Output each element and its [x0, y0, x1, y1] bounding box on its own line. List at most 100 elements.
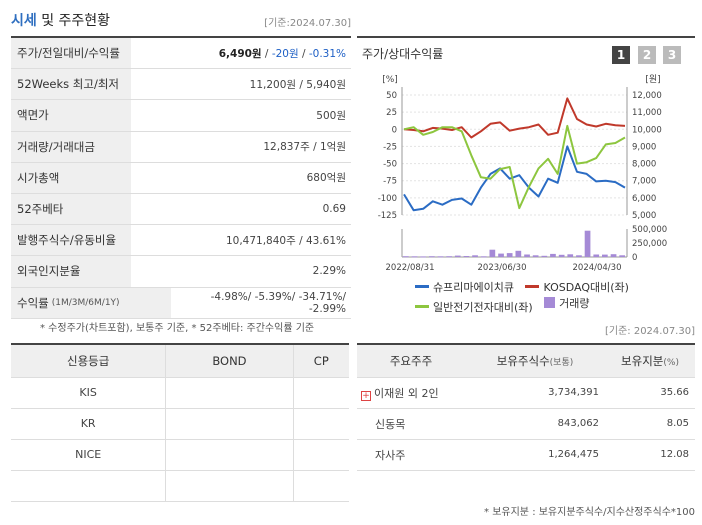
chart-page-3-button[interactable]: 3 [663, 46, 681, 64]
price-summary-table: 주가/전일대비/수익률 6,490원 / -20원 / -0.31% 52Wee… [11, 36, 351, 319]
right-axis-unit: [원] [645, 74, 660, 85]
row-value: 11,200원 / 5,940원 [249, 78, 346, 91]
table-row [11, 470, 349, 502]
series-line-0 [403, 145, 626, 212]
row-label: 주가/전일대비/수익률 [11, 38, 131, 69]
table-row: 자사주 1,264,475 12.08 [357, 439, 695, 471]
row-value: 500원 [316, 109, 346, 122]
volume-bar [454, 255, 461, 257]
pct-cell: 12.08 [605, 439, 695, 471]
x-tick-label: 2022/08/31 [386, 263, 435, 273]
volume-bar [463, 256, 470, 257]
row-value: 10,471,840주 / 43.61% [225, 234, 346, 247]
chart-panel: 주가/상대수익률 1 2 3 [%] [원] 50 12,000 25 11,000 0 10… [357, 36, 695, 314]
volume-bar [593, 254, 600, 257]
row-value: 12,837주 / 1억원 [263, 141, 346, 154]
volume-bar [403, 256, 409, 258]
section-header: 시세 및 주주현황 [기준:2024.07.30] [11, 8, 351, 34]
reference-date: [기준:2024.07.30] [264, 18, 351, 29]
price-row: 발행주식수/유동비율 10,471,840주 / 43.61% [11, 225, 351, 257]
volume-bar [489, 249, 496, 257]
holders-footnote: * 보유지분 : 보유지분주식수/지수산정주식수*100 [484, 507, 695, 518]
price-row: 액면가 500원 [11, 100, 351, 132]
shares-cell: 1,264,475 [465, 439, 605, 471]
shareholder-name: 신동목 [357, 408, 465, 440]
left-tick-label: 25 [386, 108, 397, 118]
major-shareholders-table: 주요주주 보유주식수(보통) 보유지분(%) + 이재원 외 2인 3,734,3… [357, 343, 695, 471]
volume-bar [411, 256, 418, 258]
table-row: + 이재원 외 2인 3,734,391 35.66 [357, 377, 695, 409]
chart-legend: 슈프리마에이치큐 KOSDAQ대비(좌) 일반전기전자대비(좌) 거래량 [415, 278, 695, 315]
right-tick-label: 6,000 [632, 194, 656, 204]
price-row: 거래량/거래대금 12,837주 / 1억원 [11, 131, 351, 163]
volume-bar [619, 255, 625, 257]
chart-page-1-button[interactable]: 1 [612, 46, 630, 64]
series-line-1 [403, 97, 626, 139]
volume-bar [567, 254, 574, 257]
left-tick-label: 50 [386, 91, 397, 101]
volume-bar [429, 256, 435, 258]
price-row: 시가총액 680억원 [11, 162, 351, 194]
left-tick-label: -75 [383, 177, 397, 187]
volume-bar [584, 230, 591, 257]
volume-bar [576, 255, 582, 257]
column-header: 신용등급 [11, 344, 166, 378]
volume-bar [558, 254, 565, 257]
volume-bar [610, 254, 617, 257]
price-footnote: * 수정주가(차트포함), 보통주 기준, * 52주베타: 주간수익률 기준 [40, 323, 315, 334]
row-label: 시가총액 [11, 162, 131, 193]
volume-bar [437, 256, 444, 258]
row-value: 6,490원 / -20원 / -0.31% [218, 47, 346, 60]
title-rest: 및 주주현황 [36, 13, 111, 29]
right-tick-label: 8,000 [632, 160, 656, 170]
x-tick-label: 2024/04/30 [573, 263, 622, 273]
table-row: 신동목 843,062 8.05 [357, 408, 695, 440]
volume-bar [550, 253, 556, 257]
column-header: CP [292, 344, 349, 378]
shareholder-name: 자사주 [357, 439, 465, 471]
shareholder-name[interactable]: + 이재원 외 2인 [357, 377, 465, 409]
table-row: KR [11, 408, 349, 440]
row-label: 외국인지분율 [11, 256, 131, 287]
volume-bar [532, 255, 539, 257]
row-label: 52주베타 [11, 193, 131, 225]
title-accent: 시세 [11, 13, 37, 29]
volume-tick-label: 0 [632, 253, 637, 263]
price-row: 52주베타 0.69 [11, 193, 351, 226]
volume-bar [480, 256, 487, 258]
right-tick-label: 7,000 [632, 177, 656, 187]
credit-rating-table: 신용등급 BOND CP KIS KR NICE [11, 343, 349, 502]
price-row: 외국인지분율 2.29% [11, 256, 351, 288]
table-row: KIS [11, 377, 349, 409]
volume-bar [602, 254, 608, 257]
volume-tick-label: 250,000 [632, 239, 667, 249]
shares-cell: 843,062 [465, 408, 605, 440]
column-header: 주요주주 [357, 344, 465, 378]
volume-bar [524, 254, 530, 257]
left-tick-label: 0 [392, 125, 397, 135]
right-tick-label: 11,000 [632, 108, 662, 118]
row-label: 액면가 [11, 100, 131, 131]
volume-bar [498, 253, 504, 257]
section-title: 시세 및 주주현황 [11, 10, 110, 30]
volume-bar [472, 255, 478, 257]
volume-bar [515, 250, 522, 257]
chart-page-2-button[interactable]: 2 [638, 46, 656, 64]
row-label: 발행주식수/유동비율 [11, 225, 131, 256]
expand-plus-icon[interactable]: + [361, 390, 371, 401]
chart-title: 주가/상대수익률 [362, 47, 444, 61]
right-tick-label: 9,000 [632, 142, 656, 152]
shares-cell: 3,734,391 [465, 377, 605, 409]
right-tick-label: 5,000 [632, 211, 656, 221]
volume-tick-label: 500,000 [632, 225, 667, 235]
left-tick-label: -100 [378, 194, 397, 204]
row-value: -4.98%/ -5.39%/ -34.71%/ -2.99% [210, 290, 346, 315]
legend-item: 거래량 [544, 295, 590, 311]
legend-item: KOSDAQ대비(좌) [525, 279, 629, 295]
right-tick-label: 12,000 [632, 91, 662, 101]
series-line-2 [403, 124, 626, 210]
left-axis-unit: [%] [382, 75, 398, 85]
column-header: 보유지분(%) [605, 344, 695, 378]
stock-chart: [%] [원] 50 12,000 25 11,000 0 10,000 -25 9,000 -50… [378, 74, 667, 273]
row-value: 2.29% [312, 265, 346, 278]
